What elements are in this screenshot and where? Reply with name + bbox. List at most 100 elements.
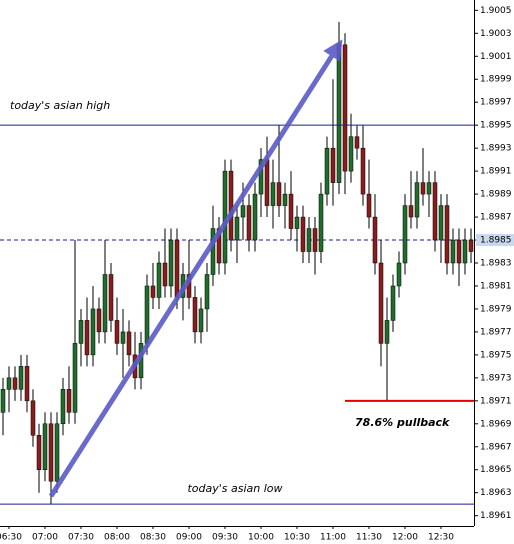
y-tick-label: 1.8991 — [480, 167, 512, 177]
candle-body — [348, 136, 354, 172]
candle-body — [408, 205, 414, 218]
y-tick-label: 1.8985 — [480, 236, 512, 246]
y-tick-label: 1.8993 — [480, 144, 512, 154]
y-tick-label: 1.8967 — [480, 442, 512, 452]
candle-body — [120, 331, 126, 344]
candle-body — [264, 159, 270, 206]
candle-body — [420, 182, 426, 195]
candle-body — [318, 193, 324, 252]
y-tick-label: 1.8989 — [480, 190, 512, 200]
candle-body — [144, 285, 150, 344]
candle-body — [282, 193, 288, 206]
level-label: today's asian low — [187, 482, 282, 495]
candle-body — [324, 147, 330, 195]
candle-body — [108, 274, 114, 321]
x-tick-label: 11:00 — [320, 533, 346, 543]
trend-arrow — [48, 39, 343, 498]
candle-body — [288, 193, 294, 229]
y-tick-label: 1.8965 — [480, 465, 512, 475]
x-tick-label: 06:30 — [0, 533, 22, 543]
x-tick-label: 12:00 — [392, 533, 418, 543]
current-price-box — [476, 234, 514, 247]
candle-body — [444, 205, 450, 264]
candle-body — [198, 308, 204, 333]
x-tick-label: 09:00 — [176, 533, 202, 543]
y-tick-label: 1.8971 — [480, 396, 512, 406]
candle-body — [402, 205, 408, 264]
y-tick-label: 1.8997 — [480, 98, 512, 108]
candle-body — [240, 205, 246, 218]
x-tick-label: 11:30 — [356, 533, 382, 543]
candle-body — [48, 423, 54, 482]
x-tick-label: 10:30 — [284, 533, 310, 543]
candle-body — [306, 228, 312, 252]
level-label: 78.6% pullback — [355, 416, 450, 429]
y-tick-label: 1.9003 — [480, 29, 512, 39]
candle-body — [150, 285, 156, 298]
candle-body — [432, 182, 438, 241]
y-tick-label: 1.8961 — [480, 511, 512, 521]
candle-body — [174, 239, 180, 298]
candle-body — [234, 216, 240, 241]
candle-body — [126, 331, 132, 356]
x-tick-label: 09:30 — [212, 533, 238, 543]
y-tick-label: 1.8969 — [480, 419, 512, 429]
candle-body — [84, 320, 90, 356]
candle-body — [450, 239, 456, 264]
candle-body — [312, 228, 318, 252]
candle-body — [168, 239, 174, 287]
candle-body — [342, 44, 348, 172]
candle-body — [246, 205, 252, 241]
candle-body — [102, 274, 108, 333]
candle-body — [204, 274, 210, 310]
candle-body — [252, 193, 258, 241]
candle-body — [336, 44, 342, 183]
candle-body — [390, 285, 396, 321]
y-tick-label: 1.8983 — [480, 259, 512, 269]
y-tick-label: 1.8979 — [480, 304, 512, 314]
y-tick-label: 1.8999 — [480, 75, 512, 85]
candle-body — [72, 343, 78, 413]
candle-body — [66, 389, 72, 413]
candle-body — [270, 182, 276, 206]
candle-body — [96, 308, 102, 333]
y-tick-label: 1.8975 — [480, 350, 512, 360]
y-tick-label: 1.8963 — [480, 488, 512, 498]
x-tick-label: 10:00 — [248, 533, 274, 543]
candle-body — [462, 239, 468, 264]
candle-body — [42, 423, 48, 470]
candle-body — [60, 389, 66, 425]
y-tick-label: 1.8977 — [480, 327, 512, 337]
y-tick-label: 1.8981 — [480, 281, 512, 291]
candle-body — [90, 308, 96, 356]
candle-body — [210, 228, 216, 275]
candle-body — [354, 136, 360, 149]
x-tick-label: 07:00 — [32, 533, 58, 543]
candle-body — [330, 147, 336, 183]
candle-body — [366, 193, 372, 218]
x-tick-label: 08:30 — [140, 533, 166, 543]
level-label: today's asian high — [10, 99, 110, 112]
candle-body — [396, 262, 402, 287]
candle-body — [300, 216, 306, 252]
candle-body — [276, 182, 282, 206]
candle-body — [438, 205, 444, 241]
candle-body — [30, 400, 36, 436]
y-tick-label: 1.9001 — [480, 52, 512, 62]
x-tick-label: 12:30 — [428, 533, 454, 543]
candle-body — [6, 377, 12, 390]
candle-body — [258, 159, 264, 195]
candle-body — [114, 320, 120, 344]
candle-body — [228, 170, 234, 241]
y-tick-label: 1.8987 — [480, 213, 512, 223]
candle-body — [378, 262, 384, 344]
candle-body — [36, 435, 42, 470]
y-tick-label: 1.8995 — [480, 121, 512, 131]
candle-body — [414, 182, 420, 218]
candle-body — [54, 423, 60, 482]
candle-body — [360, 147, 366, 195]
x-tick-label: 07:30 — [68, 533, 94, 543]
x-tick-label: 08:00 — [104, 533, 130, 543]
